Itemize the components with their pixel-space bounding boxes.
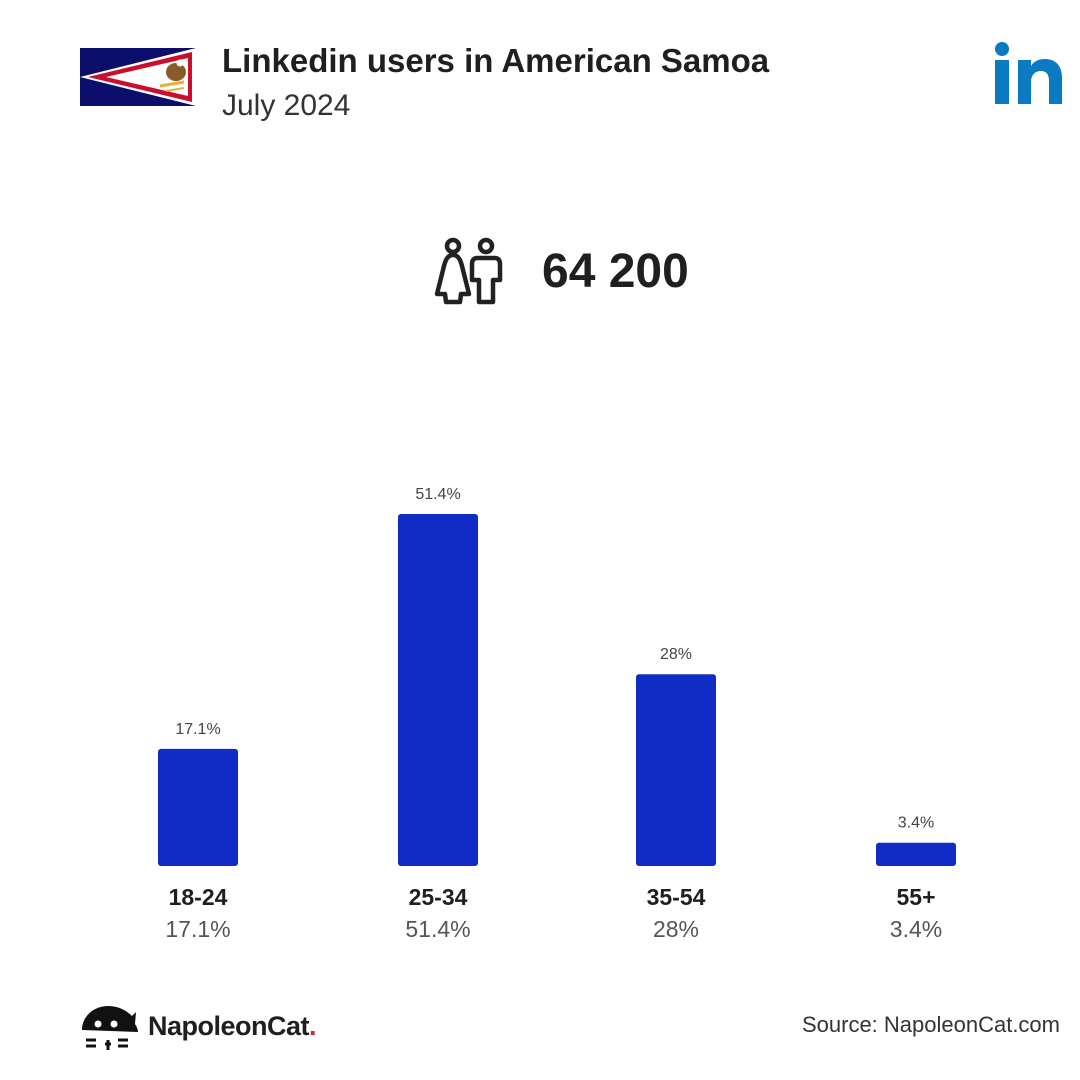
total-users: 64 200	[434, 236, 689, 306]
napoleoncat-logo: NapoleonCat.	[78, 1000, 317, 1052]
category-label: 35-54	[647, 884, 706, 910]
age-distribution-chart: 17.1% 18-24 17.1% 51.4% 25-34 51.4% 28% 35-54 28…	[158, 486, 956, 942]
source-text: Source: NapoleonCat.com	[801, 1012, 1060, 1037]
category-percent-label: 17.1%	[165, 916, 230, 942]
page-subtitle: July 2024	[222, 89, 351, 122]
linkedin-icon	[995, 42, 1062, 104]
bar-value-label: 51.4%	[415, 486, 460, 503]
category-label: 55+	[896, 884, 935, 910]
bar-18-24	[158, 748, 238, 866]
american-samoa-flag	[80, 48, 196, 106]
category-label: 18-24	[169, 884, 228, 910]
page-title: Linkedin users in American Samoa	[222, 42, 770, 79]
category-percent-label: 51.4%	[405, 916, 470, 942]
bar-25-34	[398, 514, 478, 866]
category-percent-label: 28%	[653, 916, 699, 942]
total-users-value: 64 200	[542, 244, 689, 298]
brand-name: NapoleonCat.	[148, 1010, 317, 1041]
bar-value-label: 17.1%	[175, 721, 220, 738]
category-label: 25-34	[409, 884, 468, 910]
bar-55+	[876, 842, 956, 866]
napoleoncat-cat-icon	[82, 1006, 138, 1050]
bar-value-label: 3.4%	[898, 815, 934, 832]
bar-35-54	[636, 674, 716, 866]
category-percent-label: 3.4%	[890, 916, 942, 942]
bar-value-label: 28%	[660, 646, 692, 663]
people-icon	[434, 237, 503, 305]
